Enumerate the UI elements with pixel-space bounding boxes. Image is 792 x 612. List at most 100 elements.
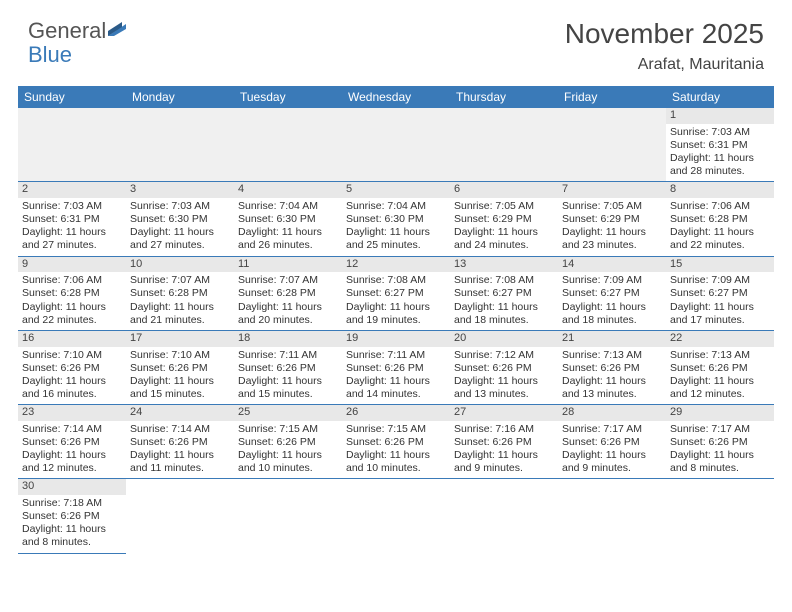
daylight-line: Daylight: 11 hours and 8 minutes. [22,523,122,549]
empty-day [450,108,558,182]
day-number: 10 [126,257,234,273]
sunset-line: Sunset: 6:26 PM [22,362,122,375]
weekday-header: Tuesday [234,86,342,108]
sunrise-line: Sunrise: 7:08 AM [454,274,554,287]
sunset-line: Sunset: 6:30 PM [238,213,338,226]
sunrise-line: Sunrise: 7:05 AM [562,200,662,213]
sunset-line: Sunset: 6:26 PM [346,362,446,375]
sunrise-line: Sunrise: 7:11 AM [238,349,338,362]
day-number: 21 [558,331,666,347]
day-cell: 10Sunrise: 7:07 AMSunset: 6:28 PMDayligh… [126,257,234,331]
sunrise-line: Sunrise: 7:16 AM [454,423,554,436]
day-cell: 23Sunrise: 7:14 AMSunset: 6:26 PMDayligh… [18,405,126,479]
sunset-line: Sunset: 6:26 PM [454,362,554,375]
daylight-line: Daylight: 11 hours and 10 minutes. [346,449,446,475]
sunset-line: Sunset: 6:27 PM [670,287,770,300]
sunrise-line: Sunrise: 7:06 AM [670,200,770,213]
day-number: 16 [18,331,126,347]
week-row: 9Sunrise: 7:06 AMSunset: 6:28 PMDaylight… [18,257,774,331]
day-number: 2 [18,182,126,198]
sunrise-line: Sunrise: 7:08 AM [346,274,446,287]
daylight-line: Daylight: 11 hours and 18 minutes. [454,301,554,327]
day-cell: 18Sunrise: 7:11 AMSunset: 6:26 PMDayligh… [234,331,342,405]
sunset-line: Sunset: 6:31 PM [22,213,122,226]
daylight-line: Daylight: 11 hours and 13 minutes. [454,375,554,401]
empty-day [234,108,342,182]
day-number: 4 [234,182,342,198]
sunset-line: Sunset: 6:30 PM [346,213,446,226]
weekday-header: Monday [126,86,234,108]
sunset-line: Sunset: 6:26 PM [454,436,554,449]
weekday-header-row: SundayMondayTuesdayWednesdayThursdayFrid… [18,86,774,108]
sunrise-line: Sunrise: 7:04 AM [346,200,446,213]
daylight-line: Daylight: 11 hours and 17 minutes. [670,301,770,327]
sunrise-line: Sunrise: 7:10 AM [22,349,122,362]
day-number: 5 [342,182,450,198]
day-number: 20 [450,331,558,347]
weeks-container: 1Sunrise: 7:03 AMSunset: 6:31 PMDaylight… [18,108,774,554]
sunrise-line: Sunrise: 7:13 AM [670,349,770,362]
weekday-header: Wednesday [342,86,450,108]
day-cell: 11Sunrise: 7:07 AMSunset: 6:28 PMDayligh… [234,257,342,331]
week-row: 30Sunrise: 7:18 AMSunset: 6:26 PMDayligh… [18,479,774,553]
sunrise-line: Sunrise: 7:07 AM [238,274,338,287]
daylight-line: Daylight: 11 hours and 12 minutes. [22,449,122,475]
day-number: 29 [666,405,774,421]
day-cell: 13Sunrise: 7:08 AMSunset: 6:27 PMDayligh… [450,257,558,331]
day-number: 11 [234,257,342,273]
location: Arafat, Mauritania [565,56,764,74]
day-cell: 22Sunrise: 7:13 AMSunset: 6:26 PMDayligh… [666,331,774,405]
sunset-line: Sunset: 6:26 PM [346,436,446,449]
daylight-line: Daylight: 11 hours and 15 minutes. [238,375,338,401]
empty-day [666,479,774,553]
week-row: 16Sunrise: 7:10 AMSunset: 6:26 PMDayligh… [18,331,774,405]
day-cell: 9Sunrise: 7:06 AMSunset: 6:28 PMDaylight… [18,257,126,331]
daylight-line: Daylight: 11 hours and 11 minutes. [130,449,230,475]
day-number: 7 [558,182,666,198]
day-cell: 17Sunrise: 7:10 AMSunset: 6:26 PMDayligh… [126,331,234,405]
sunrise-line: Sunrise: 7:03 AM [130,200,230,213]
sunset-line: Sunset: 6:29 PM [454,213,554,226]
sunset-line: Sunset: 6:30 PM [130,213,230,226]
weekday-header: Thursday [450,86,558,108]
empty-day [558,108,666,182]
empty-day [558,479,666,553]
day-cell: 19Sunrise: 7:11 AMSunset: 6:26 PMDayligh… [342,331,450,405]
day-number: 28 [558,405,666,421]
sunrise-line: Sunrise: 7:12 AM [454,349,554,362]
weekday-header: Saturday [666,86,774,108]
sunset-line: Sunset: 6:26 PM [670,362,770,375]
sunset-line: Sunset: 6:27 PM [562,287,662,300]
daylight-line: Daylight: 11 hours and 21 minutes. [130,301,230,327]
day-number: 12 [342,257,450,273]
empty-day [450,479,558,553]
day-number: 8 [666,182,774,198]
day-cell: 4Sunrise: 7:04 AMSunset: 6:30 PMDaylight… [234,182,342,256]
logo-text-1: General [28,18,106,44]
daylight-line: Daylight: 11 hours and 27 minutes. [130,226,230,252]
sunset-line: Sunset: 6:28 PM [670,213,770,226]
sunset-line: Sunset: 6:28 PM [238,287,338,300]
title-block: November 2025 Arafat, Mauritania [565,18,764,74]
daylight-line: Daylight: 11 hours and 20 minutes. [238,301,338,327]
logo: General [28,18,130,44]
day-number: 26 [342,405,450,421]
day-cell: 8Sunrise: 7:06 AMSunset: 6:28 PMDaylight… [666,182,774,256]
sunset-line: Sunset: 6:26 PM [22,510,122,523]
daylight-line: Daylight: 11 hours and 8 minutes. [670,449,770,475]
sunrise-line: Sunrise: 7:09 AM [670,274,770,287]
header: General November 2025 Arafat, Mauritania [0,0,792,78]
day-cell: 26Sunrise: 7:15 AMSunset: 6:26 PMDayligh… [342,405,450,479]
day-cell: 7Sunrise: 7:05 AMSunset: 6:29 PMDaylight… [558,182,666,256]
sunrise-line: Sunrise: 7:06 AM [22,274,122,287]
empty-day [126,108,234,182]
sunrise-line: Sunrise: 7:15 AM [238,423,338,436]
day-number: 30 [18,479,126,495]
sunset-line: Sunset: 6:28 PM [130,287,230,300]
day-cell: 21Sunrise: 7:13 AMSunset: 6:26 PMDayligh… [558,331,666,405]
empty-day [342,479,450,553]
sunset-line: Sunset: 6:27 PM [454,287,554,300]
sunrise-line: Sunrise: 7:13 AM [562,349,662,362]
sunrise-line: Sunrise: 7:04 AM [238,200,338,213]
day-number: 6 [450,182,558,198]
